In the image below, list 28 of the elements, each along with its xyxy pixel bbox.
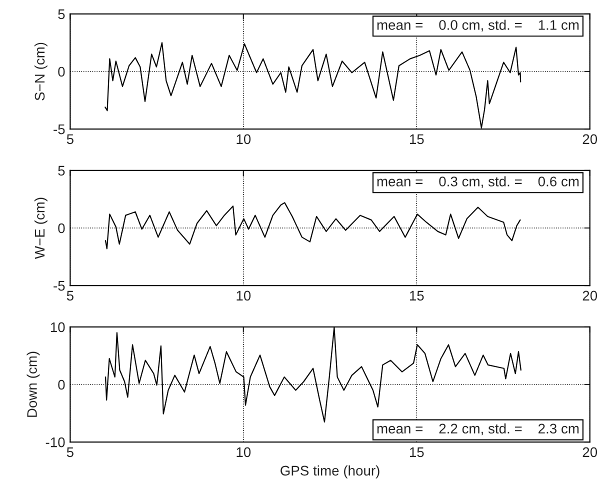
y-tick-label: 5 <box>58 9 65 20</box>
x-tick-label: 5 <box>66 290 74 301</box>
x-tick-label: 15 <box>410 447 424 458</box>
x-tick-label: 10 <box>236 134 251 144</box>
y-tick-label: 0 <box>58 66 65 77</box>
x-tick-label: 15 <box>410 290 424 301</box>
annotation: mean = 0.3 cm, std. = 0.6 cm <box>377 176 579 188</box>
y-axis-title: S−N (cm) <box>34 42 48 100</box>
x-tick-label: 10 <box>236 290 251 301</box>
y-tick-label: -10 <box>46 437 65 448</box>
y-tick-label: -5 <box>54 124 65 134</box>
x-tick-label: 10 <box>236 447 251 458</box>
y-axis-title: W−E (cm) <box>34 198 48 259</box>
x-tick-label: 20 <box>582 290 598 301</box>
y-tick-label: 10 <box>50 322 65 332</box>
x-tick-label: 20 <box>582 447 598 458</box>
x-tick-label: 15 <box>410 134 424 144</box>
x-tick-label: 5 <box>66 447 74 458</box>
y-tick-label: 5 <box>58 166 65 176</box>
annotation: mean = 2.2 cm, std. = 2.3 cm <box>377 423 579 436</box>
y-tick-label: 0 <box>58 223 65 234</box>
x-tick-label: 5 <box>66 134 74 144</box>
x-axis-title: GPS time (hour) <box>280 465 380 478</box>
annotation: mean = 0.0 cm, std. = 1.1 cm <box>377 20 579 32</box>
y-tick-label: -5 <box>54 281 65 291</box>
y-axis-title: Down (cm) <box>26 352 40 417</box>
y-tick-label: 0 <box>58 380 65 390</box>
x-tick-label: 20 <box>582 134 598 144</box>
